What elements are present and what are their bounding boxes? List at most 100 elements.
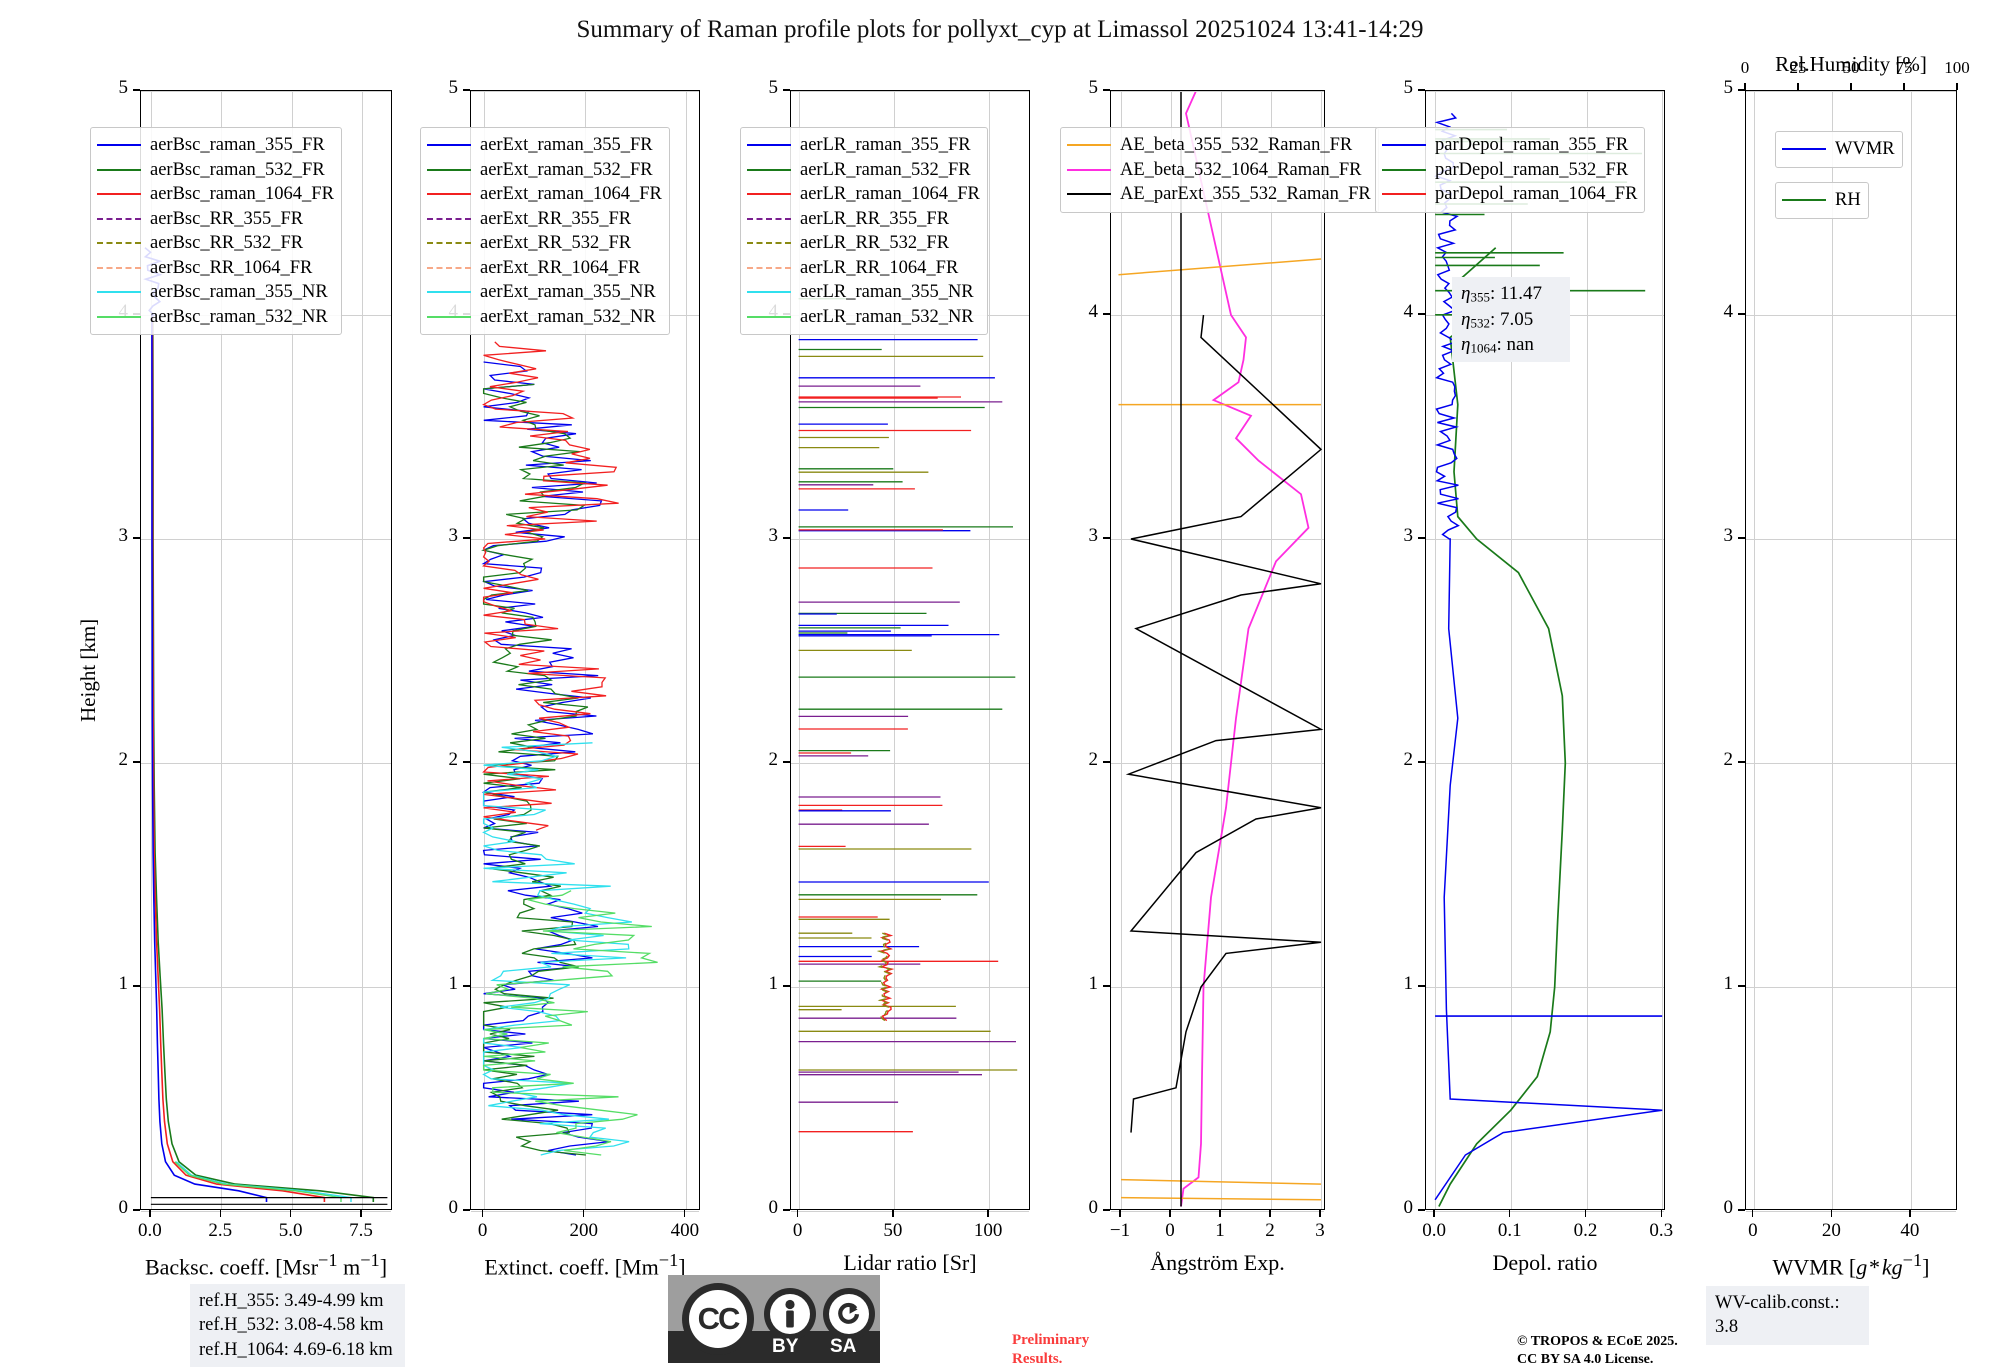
legend-item[interactable]: aerBsc_raman_532_FR bbox=[97, 158, 334, 183]
legend-item[interactable]: parDepol_raman_1064_FR bbox=[1382, 182, 1637, 207]
top-x-tick-mark bbox=[1850, 83, 1852, 90]
y-tick-label: 5 bbox=[768, 77, 779, 98]
legend-color-swatch bbox=[747, 217, 791, 220]
legend-label: aerLR_RR_532_FR bbox=[800, 233, 950, 253]
legend-item[interactable]: aerExt_RR_355_FR bbox=[427, 207, 662, 232]
legend-item[interactable]: aerLR_RR_532_FR bbox=[747, 231, 980, 256]
y-tick-label: 0 bbox=[1088, 1197, 1099, 1218]
depol-eta-tooltip: η355: 11.47 η532: 7.05 η1064: nan bbox=[1452, 277, 1570, 362]
x-tick-label: 0 bbox=[1165, 1220, 1175, 1241]
top-x-tick-label: 100 bbox=[1944, 58, 1970, 77]
gridline-vertical bbox=[221, 91, 223, 1209]
x-tick-label: 0 bbox=[1748, 1220, 1758, 1241]
legend-item[interactable]: aerBsc_raman_355_FR bbox=[97, 133, 334, 158]
legend-color-swatch bbox=[97, 242, 141, 245]
plot-panel-wvmr-rh bbox=[1745, 90, 1957, 1212]
legend-label: parDepol_raman_532_FR bbox=[1435, 159, 1629, 180]
legend-label: aerLR_raman_355_FR bbox=[800, 135, 971, 155]
y-tick-mark bbox=[1103, 89, 1110, 91]
reference-height-line-0: ref.H_355: 3.49-4.99 km bbox=[199, 1291, 384, 1311]
y-tick-label: 2 bbox=[118, 749, 129, 770]
x-tick-label: 0.1 bbox=[1497, 1220, 1522, 1241]
y-tick-label: 3 bbox=[768, 525, 779, 546]
gridline-vertical bbox=[1221, 91, 1222, 1209]
y-tick-label: 2 bbox=[1088, 749, 1099, 770]
y-tick-label: 5 bbox=[1088, 77, 1099, 98]
legend-color-swatch bbox=[1782, 199, 1826, 202]
y-tick-label: 5 bbox=[118, 77, 129, 98]
legend-item[interactable]: parDepol_raman_532_FR bbox=[1382, 158, 1637, 183]
y-tick-mark bbox=[1418, 313, 1425, 315]
legend-item[interactable]: aerExt_raman_1064_FR bbox=[427, 182, 662, 207]
top-axis-label-wvmr-rh: Rel.Humidity [%] bbox=[1775, 52, 1927, 76]
y-tick-mark bbox=[133, 985, 140, 987]
y-tick-mark bbox=[1103, 985, 1110, 987]
gridline-vertical bbox=[291, 91, 293, 1209]
legend-color-swatch bbox=[747, 315, 791, 318]
y-tick-label: 1 bbox=[448, 973, 459, 994]
legend-item[interactable]: aerBsc_raman_1064_FR bbox=[97, 182, 334, 207]
legend-item[interactable]: aerBsc_RR_355_FR bbox=[97, 207, 334, 232]
legend-item[interactable]: aerLR_RR_355_FR bbox=[747, 207, 980, 232]
legend-item[interactable]: aerBsc_RR_532_FR bbox=[97, 231, 334, 256]
legend-item[interactable]: aerExt_raman_532_FR bbox=[427, 158, 662, 183]
legend-item[interactable]: aerLR_raman_532_FR bbox=[747, 158, 980, 183]
legend-item[interactable]: aerBsc_raman_532_NR bbox=[97, 305, 334, 330]
legend-item[interactable]: AE_parExt_355_532_Raman_FR bbox=[1067, 182, 1371, 207]
gridline-horizontal bbox=[1746, 315, 1956, 316]
share-alike-icon bbox=[823, 1288, 875, 1340]
legend-label: aerExt_RR_355_FR bbox=[480, 208, 632, 229]
gridline-horizontal bbox=[1111, 91, 1324, 92]
x-tick-mark bbox=[1830, 1210, 1833, 1217]
y-tick-label: 3 bbox=[1088, 525, 1099, 546]
legend-item[interactable]: parDepol_raman_355_FR bbox=[1382, 133, 1637, 158]
gridline-vertical bbox=[150, 91, 152, 1209]
gridline-horizontal bbox=[791, 539, 1029, 540]
x-tick-mark bbox=[1584, 1210, 1587, 1217]
legend-item[interactable]: AE_beta_355_532_Raman_FR bbox=[1067, 133, 1371, 158]
cc-by-sa-badge: CC BY SA bbox=[668, 1275, 880, 1363]
y-tick-label: 3 bbox=[448, 525, 459, 546]
legend-item[interactable]: aerExt_RR_1064_FR bbox=[427, 256, 662, 281]
legend-label: aerExt_RR_532_FR bbox=[480, 233, 632, 253]
gridline-vertical bbox=[1271, 91, 1272, 1209]
legend-label: aerExt_raman_355_FR bbox=[480, 135, 653, 155]
legend-item[interactable]: aerLR_raman_355_FR bbox=[747, 133, 980, 158]
legend-label: aerExt_raman_532_FR bbox=[480, 159, 653, 180]
legend-item[interactable]: aerBsc_raman_355_NR bbox=[97, 280, 334, 305]
legend-item[interactable]: aerBsc_RR_1064_FR bbox=[97, 256, 334, 281]
gridline-horizontal bbox=[1426, 539, 1664, 540]
gridline-horizontal bbox=[1426, 763, 1664, 764]
legend-item[interactable]: RH bbox=[1782, 188, 1861, 213]
x-tick-label: 0 bbox=[792, 1220, 803, 1241]
y-tick-mark bbox=[783, 1209, 790, 1211]
x-tick-label: 100 bbox=[973, 1220, 1003, 1241]
legend-item[interactable]: AE_beta_532_1064_Raman_FR bbox=[1067, 158, 1371, 183]
gridline-vertical bbox=[1435, 91, 1437, 1209]
gridline-horizontal bbox=[1111, 1211, 1324, 1212]
x-tick-mark bbox=[1169, 1210, 1171, 1217]
y-tick-mark bbox=[463, 537, 470, 539]
top-x-tick-label: 25 bbox=[1789, 58, 1807, 77]
legend-item[interactable]: aerExt_raman_355_NR bbox=[427, 280, 662, 305]
legend-color-swatch bbox=[747, 193, 791, 196]
legend-item[interactable]: aerLR_raman_355_NR bbox=[747, 280, 980, 305]
legend-item[interactable]: WVMR bbox=[1782, 137, 1895, 162]
copyright-line-1: CC BY SA 4.0 License. bbox=[1517, 1352, 1654, 1368]
wv-calib-text: WV-calib.const.: 3.8 bbox=[1715, 1293, 1840, 1338]
legend-item[interactable]: aerLR_raman_1064_FR bbox=[747, 182, 980, 207]
legend-color-swatch bbox=[1067, 168, 1111, 171]
y-tick-mark bbox=[783, 537, 790, 539]
legend-color-swatch bbox=[1067, 144, 1111, 147]
y-tick-label: 0 bbox=[448, 1197, 459, 1218]
y-tick-mark bbox=[133, 537, 140, 539]
legend-item[interactable]: aerExt_RR_532_FR bbox=[427, 231, 662, 256]
legend-item[interactable]: aerExt_raman_532_NR bbox=[427, 305, 662, 330]
legend-item[interactable]: aerExt_raman_355_FR bbox=[427, 133, 662, 158]
y-tick-label: 2 bbox=[768, 749, 779, 770]
legend-label: aerLR_raman_532_FR bbox=[800, 159, 971, 180]
legend-color-swatch bbox=[97, 168, 141, 171]
wv-calib-box: WV-calib.const.: 3.8 bbox=[1706, 1286, 1869, 1345]
legend-item[interactable]: aerLR_RR_1064_FR bbox=[747, 256, 980, 281]
legend-item[interactable]: aerLR_raman_532_NR bbox=[747, 305, 980, 330]
